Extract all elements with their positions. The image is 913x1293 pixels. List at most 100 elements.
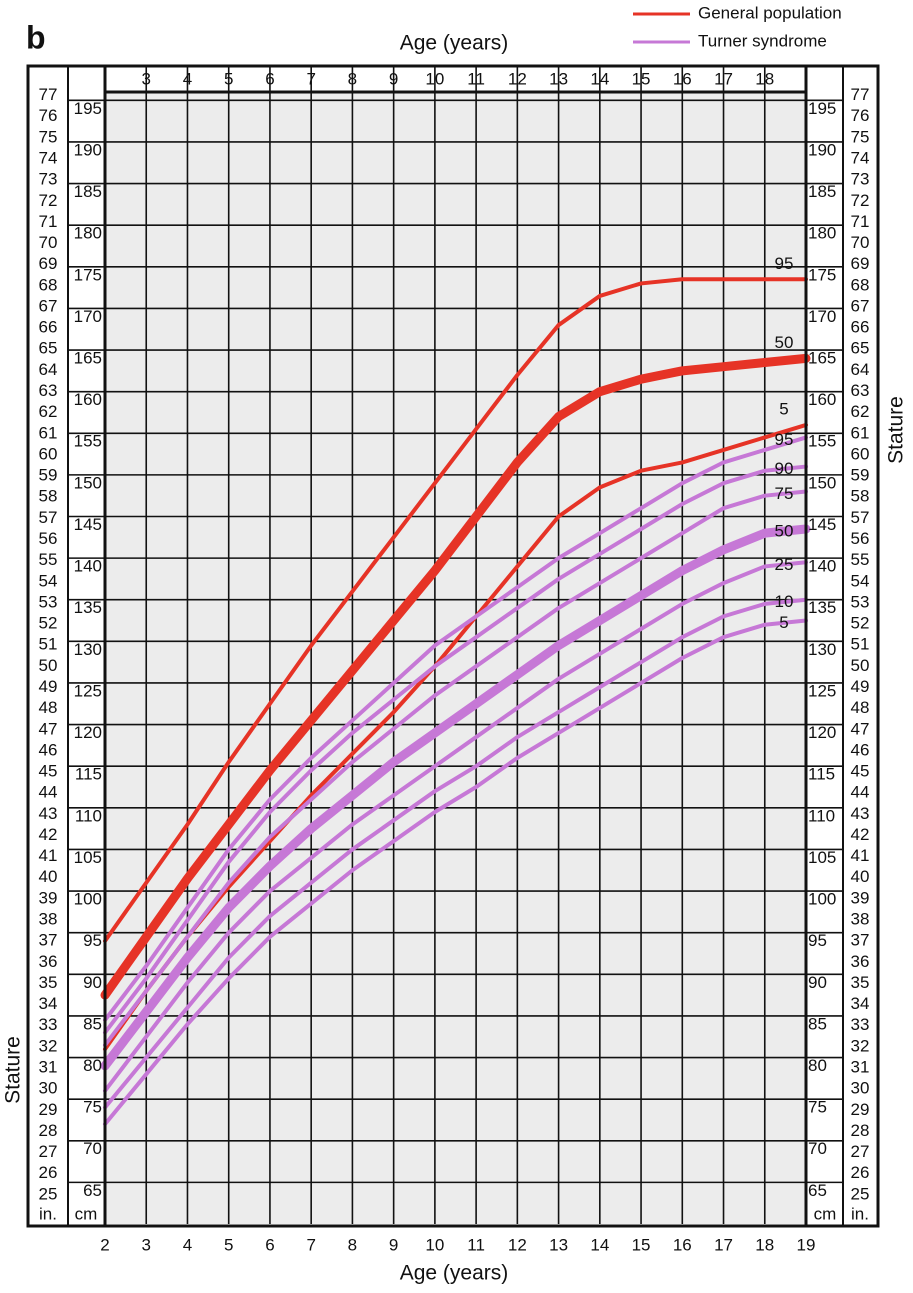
series-label: 75 (775, 484, 794, 503)
plot-background (105, 92, 806, 1224)
y2-tick-label: 54 (39, 571, 58, 590)
x-tick-label: 11 (467, 1235, 485, 1254)
y2-tick-label-right: 73 (851, 170, 870, 189)
series-label: 50 (775, 333, 794, 352)
series-line (103, 435, 808, 1023)
x-tick-label: 16 (673, 1235, 692, 1254)
y2-tick-label: 69 (39, 254, 58, 273)
x-tick-label: 18 (755, 1235, 774, 1254)
x-tick-label: 5 (224, 1235, 233, 1254)
y-unit-label: cm (75, 1204, 98, 1223)
y2-tick-label: 34 (39, 994, 58, 1013)
x-tick-label-top: 3 (142, 69, 151, 88)
y2-tick-label: 28 (39, 1121, 58, 1140)
y2-tick-label: 73 (39, 170, 58, 189)
y2-tick-label: 29 (39, 1100, 58, 1119)
y2-tick-label: 61 (39, 423, 58, 442)
y2-tick-label-right: 61 (851, 423, 870, 442)
y-tick-label: 80 (83, 1056, 102, 1075)
legend-label: Turner syndrome (698, 31, 827, 50)
y2-tick-label: 52 (39, 614, 58, 633)
y-tick-label-right: 150 (808, 473, 836, 492)
y-tick-label-right: 85 (808, 1014, 827, 1033)
y2-tick-label-right: 50 (851, 656, 870, 675)
y2-tick-label-right: 57 (851, 508, 870, 527)
y2-tick-label: 70 (39, 233, 58, 252)
y-tick-label-right: 105 (808, 848, 836, 867)
y2-tick-label-right: 52 (851, 614, 870, 633)
y2-tick-label: 67 (39, 296, 58, 315)
series-label: 5 (779, 399, 788, 418)
y2-tick-label: 39 (39, 888, 58, 907)
series-label: 50 (775, 521, 794, 540)
y2-tick-label-right: 72 (851, 191, 870, 210)
y2-tick-label-right: 68 (851, 275, 870, 294)
y2-tick-label: 77 (39, 85, 58, 104)
y2-tick-label-right: 36 (851, 952, 870, 971)
legend: General population Turner syndrome (633, 3, 842, 50)
legend-label: General population (698, 3, 842, 22)
series-label: 10 (775, 592, 794, 611)
x-tick-label-top: 10 (425, 69, 444, 88)
x-tick-label: 4 (183, 1235, 192, 1254)
series-line (100, 524, 811, 1071)
y2-tick-label-right: 39 (851, 888, 870, 907)
y-tick-label-right: 190 (808, 140, 836, 159)
series-line (103, 422, 808, 1052)
y2-tick-label-right: 27 (851, 1142, 870, 1161)
panel-label: b (26, 19, 46, 55)
x-tick-label-top: 17 (714, 69, 733, 88)
y2-tick-label: 64 (39, 360, 58, 379)
y2-tick-label-right: 55 (851, 550, 870, 569)
y2-tick-label: 33 (39, 1015, 58, 1034)
frame (26, 64, 880, 1228)
x-tick-label: 14 (590, 1235, 609, 1254)
y-tick-label-right: 155 (808, 432, 836, 451)
y2-tick-label-right: 77 (851, 85, 870, 104)
y2-tick-label-right: 64 (851, 360, 870, 379)
y2-tick-label-right: 60 (851, 444, 870, 463)
y-tick-label: 160 (74, 390, 102, 409)
y-tick-label: 75 (83, 1098, 102, 1117)
y-tick-label: 100 (74, 890, 102, 909)
y2-tick-label-right: 59 (851, 466, 870, 485)
y2-tick-label: 65 (39, 339, 58, 358)
y2-tick-label: 53 (39, 592, 58, 611)
y2-tick-label: 62 (39, 402, 58, 421)
y-tick-label: 135 (74, 598, 102, 617)
y2-tick-label-right: 32 (851, 1036, 870, 1055)
y-tick-label-right: 170 (808, 307, 836, 326)
y-tick-label-right: 110 (808, 806, 835, 825)
y-tick-label: 190 (74, 140, 102, 159)
y-tick-label: 140 (74, 557, 102, 576)
y2-tick-label-right: 25 (851, 1184, 870, 1203)
y-tick-label: 125 (74, 681, 102, 700)
x-tick-label-top: 7 (306, 69, 315, 88)
y-tick-label-right: 125 (808, 681, 836, 700)
y2-tick-label-right: 66 (851, 318, 870, 337)
y-tick-label: 90 (83, 973, 102, 992)
y-tick-label-right: 120 (808, 723, 836, 742)
y-tick-label: 145 (74, 515, 102, 534)
y-tick-label: 165 (74, 349, 102, 368)
y-tick-label-right: 70 (808, 1139, 827, 1158)
y2-tick-label: 71 (39, 212, 58, 231)
y2-tick-label: 38 (39, 910, 58, 929)
y2-tick-label: 30 (39, 1079, 58, 1098)
x-tick-label-top: 4 (183, 69, 192, 88)
y-tick-label-right: 160 (808, 390, 836, 409)
y2-tick-label-right: 51 (851, 635, 870, 654)
y-tick-label-right: 95 (808, 931, 827, 950)
y2-tick-label: 76 (39, 106, 58, 125)
y2-tick-label: 48 (39, 698, 58, 717)
y2-tick-label-right: 38 (851, 910, 870, 929)
y2-tick-label-right: 74 (851, 148, 870, 167)
y2-tick-label: 75 (39, 127, 58, 146)
y2-tick-label: 43 (39, 804, 58, 823)
x-tick-label-top: 12 (508, 69, 527, 88)
y2-tick-label-right: 54 (851, 571, 870, 590)
y-tick-label: 65 (83, 1181, 102, 1200)
y-tick-label: 95 (83, 931, 102, 950)
y-tick-label-right: 145 (808, 515, 836, 534)
y-axis-title: Stature (2, 1036, 25, 1104)
